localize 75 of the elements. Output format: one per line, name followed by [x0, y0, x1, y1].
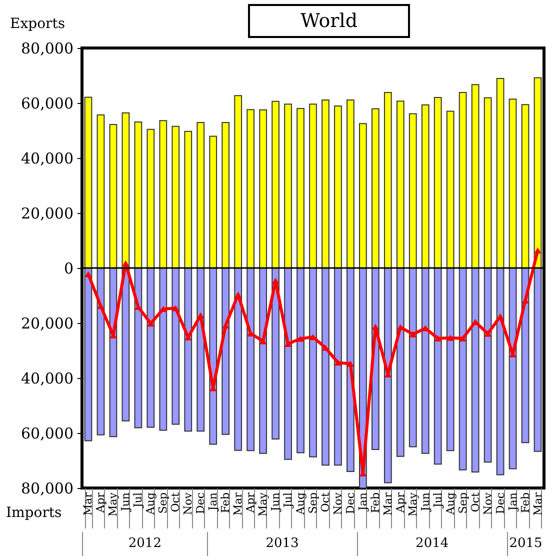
point — [160, 306, 167, 312]
point — [197, 312, 204, 318]
x-tick-label: Sep — [456, 492, 470, 514]
x-tick-label: Sep — [306, 492, 320, 514]
point — [122, 260, 130, 266]
x-tick-label: Jan — [356, 492, 370, 512]
point — [234, 292, 242, 298]
y-tick-label: 0 — [64, 260, 74, 278]
point — [272, 278, 280, 284]
x-tick-label: Feb — [518, 492, 532, 514]
x-tick-label: Oct — [468, 492, 482, 512]
point — [97, 302, 104, 310]
y-axis-title: Exports — [10, 16, 66, 32]
point — [534, 247, 542, 254]
point — [446, 334, 454, 341]
point — [334, 360, 342, 366]
x-tick-label: May — [406, 492, 420, 517]
text: Imports — [6, 505, 62, 521]
x-tick-label: Apr — [94, 492, 108, 514]
x-tick-label: Aug — [444, 492, 457, 516]
x-tick-label: Mar — [531, 492, 544, 516]
x-tick-label: Nov — [331, 492, 344, 515]
text: 2015 — [506, 532, 544, 556]
point — [396, 324, 404, 330]
x-tick-label: Nov — [182, 492, 195, 515]
x-tick-label: Mar — [381, 492, 394, 516]
x-tick-label: Aug — [144, 492, 158, 516]
x-tick-label: May — [256, 492, 270, 517]
x-tick-label: Sep — [156, 492, 170, 514]
point — [409, 331, 416, 338]
point — [496, 313, 504, 320]
x-tick-label: Feb — [368, 492, 382, 514]
x-tick-label: Nov — [481, 492, 494, 515]
x-tick-label: Oct — [169, 492, 182, 512]
point — [346, 360, 354, 367]
x-tick-label: Mar — [232, 492, 245, 516]
x-tick-label: Jul — [431, 492, 444, 509]
x-tick-label: Dec — [194, 492, 208, 514]
text: 2014 — [356, 532, 507, 556]
y-tick-label: 60,000 — [21, 94, 74, 112]
x-tick-label: Jan — [206, 492, 220, 512]
x-tick-label: Jul — [132, 492, 145, 509]
chart-title: World — [248, 4, 410, 38]
x-tick-label: Jun — [418, 492, 432, 512]
x-tick-label: Jan — [506, 492, 520, 512]
point — [222, 322, 230, 329]
point — [296, 336, 304, 342]
point — [372, 324, 379, 330]
y-tick-label: 40,000 — [21, 370, 74, 388]
point — [484, 330, 492, 337]
y-tick-label: 20,000 — [21, 314, 74, 332]
point — [84, 270, 92, 278]
x-tick-label: Dec — [494, 492, 507, 514]
x-tick-label: Jun — [119, 492, 132, 512]
x-tick-label: Apr — [244, 492, 258, 514]
x-tick-label: Apr — [394, 492, 407, 514]
y-tick-label: 80,000 — [21, 40, 74, 58]
y-tick-label: 20,000 — [21, 204, 74, 222]
text: 2012 — [82, 532, 207, 556]
x-tick-label: Dec — [344, 492, 357, 514]
x-tick-label: May — [106, 492, 120, 517]
x-tick-label: Aug — [294, 492, 308, 516]
x-tick-label: Jun — [269, 492, 282, 512]
point — [172, 305, 180, 312]
y-tick-label: 80,000 — [21, 480, 74, 498]
x-tick-label: Mar — [82, 492, 95, 516]
point — [147, 320, 154, 327]
x-tick-label: Jul — [282, 492, 295, 509]
x-tick-label: Feb — [219, 492, 232, 514]
y-tick-label: 60,000 — [21, 424, 74, 442]
text: 2013 — [206, 532, 357, 556]
point — [434, 335, 442, 342]
y-tick-label: 40,000 — [21, 150, 74, 168]
x-tick-label: Oct — [318, 492, 332, 512]
point — [459, 335, 466, 342]
